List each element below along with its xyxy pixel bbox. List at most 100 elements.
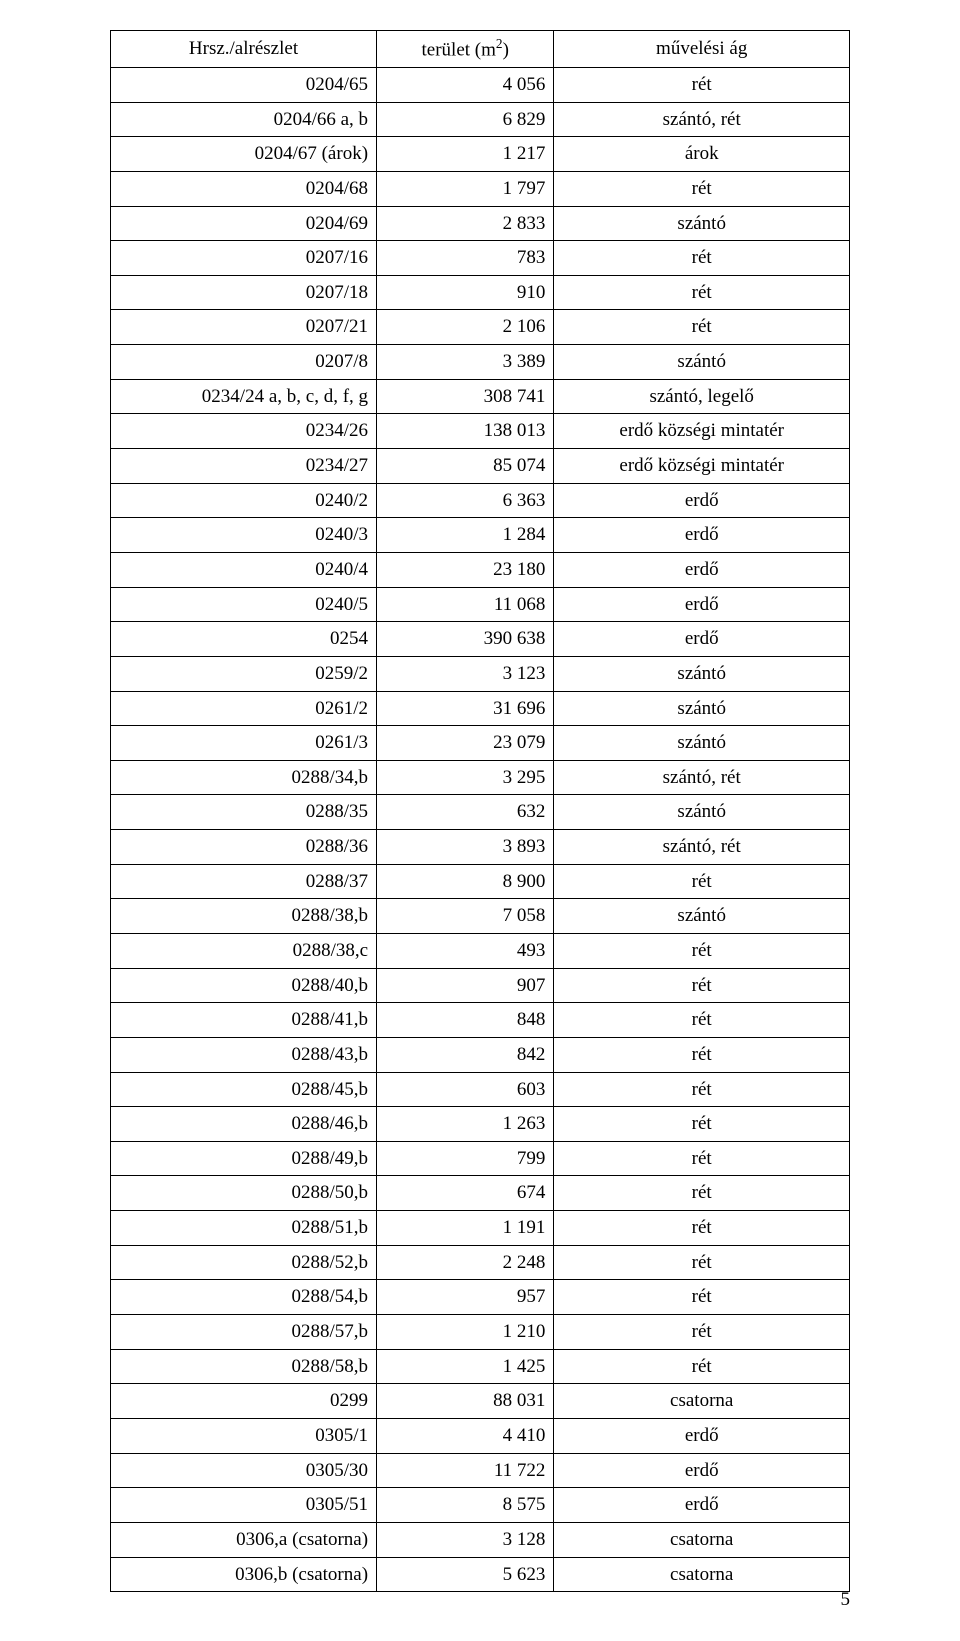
cell-muvelesi-ag: szántó, rét [554,830,850,865]
cell-terulet: 3 123 [377,656,554,691]
cell-muvelesi-ag: csatorna [554,1522,850,1557]
table-row: 0288/38,c493rét [111,933,850,968]
cell-muvelesi-ag: rét [554,933,850,968]
cell-terulet: 88 031 [377,1384,554,1419]
cell-terulet: 23 079 [377,726,554,761]
table-row: 0207/83 389szántó [111,345,850,380]
table-row: 0261/323 079szántó [111,726,850,761]
cell-muvelesi-ag: szántó [554,899,850,934]
table-row: 0234/2785 074erdő községi mintatér [111,449,850,484]
cell-terulet: 957 [377,1280,554,1315]
cell-terulet: 85 074 [377,449,554,484]
cell-hrsz: 0240/5 [111,587,377,622]
table-row: 0240/26 363erdő [111,483,850,518]
document-page: Hrsz./alrészlet terület (m2) művelési ág… [0,0,960,1641]
cell-muvelesi-ag: rét [554,241,850,276]
cell-muvelesi-ag: erdő [554,622,850,657]
cell-hrsz: 0288/37 [111,864,377,899]
table-body: 0204/654 056rét0204/66 a, b6 829szántó, … [111,67,850,1591]
cell-muvelesi-ag: rét [554,968,850,1003]
cell-terulet: 138 013 [377,414,554,449]
table-row: 0306,b (csatorna)5 623csatorna [111,1557,850,1592]
cell-muvelesi-ag: árok [554,137,850,172]
header-terulet: terület (m2) [377,31,554,68]
table-row: 0288/45,b603rét [111,1072,850,1107]
header-muvelesi-ag: művelési ág [554,31,850,68]
cell-muvelesi-ag: rét [554,1245,850,1280]
cell-hrsz: 0234/27 [111,449,377,484]
cell-terulet: 1 425 [377,1349,554,1384]
cell-terulet: 799 [377,1141,554,1176]
table-row: 0288/38,b7 058szántó [111,899,850,934]
cell-hrsz: 0288/46,b [111,1107,377,1142]
cell-muvelesi-ag: erdő [554,483,850,518]
cell-muvelesi-ag: rét [554,864,850,899]
table-row: 0240/511 068erdő [111,587,850,622]
cell-muvelesi-ag: rét [554,67,850,102]
cell-muvelesi-ag: rét [554,1176,850,1211]
cell-terulet: 8 900 [377,864,554,899]
cell-hrsz: 0204/69 [111,206,377,241]
table-row: 0288/52,b2 248rét [111,1245,850,1280]
cell-hrsz: 0288/40,b [111,968,377,1003]
cell-hrsz: 0204/67 (árok) [111,137,377,172]
cell-hrsz: 0207/16 [111,241,377,276]
cell-muvelesi-ag: csatorna [554,1384,850,1419]
table-row: 0288/50,b674rét [111,1176,850,1211]
cell-terulet: 4 056 [377,67,554,102]
table-row: 0288/41,b848rét [111,1003,850,1038]
cell-hrsz: 0204/65 [111,67,377,102]
cell-hrsz: 0240/2 [111,483,377,518]
cell-muvelesi-ag: erdő [554,587,850,622]
table-row: 0240/31 284erdő [111,518,850,553]
cell-terulet: 632 [377,795,554,830]
header-hrsz: Hrsz./alrészlet [111,31,377,68]
cell-hrsz: 0234/24 a, b, c, d, f, g [111,379,377,414]
table-row: 0288/34,b3 295szántó, rét [111,760,850,795]
table-row: 0240/423 180erdő [111,552,850,587]
cell-hrsz: 0299 [111,1384,377,1419]
cell-hrsz: 0234/26 [111,414,377,449]
cell-terulet: 7 058 [377,899,554,934]
cell-hrsz: 0288/50,b [111,1176,377,1211]
cell-muvelesi-ag: csatorna [554,1557,850,1592]
table-header-row: Hrsz./alrészlet terület (m2) művelési ág [111,31,850,68]
cell-terulet: 1 284 [377,518,554,553]
cell-muvelesi-ag: erdő községi mintatér [554,449,850,484]
cell-terulet: 11 068 [377,587,554,622]
cell-hrsz: 0259/2 [111,656,377,691]
table-row: 0288/43,b842rét [111,1037,850,1072]
cell-terulet: 1 217 [377,137,554,172]
cell-hrsz: 0288/34,b [111,760,377,795]
cell-hrsz: 0261/3 [111,726,377,761]
table-row: 0204/681 797rét [111,171,850,206]
cell-hrsz: 0305/1 [111,1418,377,1453]
cell-terulet: 674 [377,1176,554,1211]
cell-muvelesi-ag: szántó [554,726,850,761]
cell-hrsz: 0254 [111,622,377,657]
cell-muvelesi-ag: erdő [554,1488,850,1523]
cell-muvelesi-ag: szántó [554,691,850,726]
cell-muvelesi-ag: rét [554,171,850,206]
table-row: 0207/18910rét [111,275,850,310]
cell-muvelesi-ag: szántó, rét [554,102,850,137]
table-row: 0288/54,b957rét [111,1280,850,1315]
cell-terulet: 842 [377,1037,554,1072]
cell-terulet: 783 [377,241,554,276]
table-row: 0254390 638erdő [111,622,850,657]
cell-hrsz: 0288/38,c [111,933,377,968]
cell-muvelesi-ag: szántó [554,656,850,691]
cell-muvelesi-ag: szántó [554,795,850,830]
table-row: 0259/23 123szántó [111,656,850,691]
cell-terulet: 2 248 [377,1245,554,1280]
cell-terulet: 1 797 [377,171,554,206]
cell-hrsz: 0207/21 [111,310,377,345]
cell-muvelesi-ag: rét [554,1037,850,1072]
cell-muvelesi-ag: rét [554,275,850,310]
cell-terulet: 11 722 [377,1453,554,1488]
table-row: 0288/40,b907rét [111,968,850,1003]
cell-hrsz: 0240/4 [111,552,377,587]
cell-hrsz: 0204/66 a, b [111,102,377,137]
table-row: 0305/518 575erdő [111,1488,850,1523]
table-row: 0207/212 106rét [111,310,850,345]
